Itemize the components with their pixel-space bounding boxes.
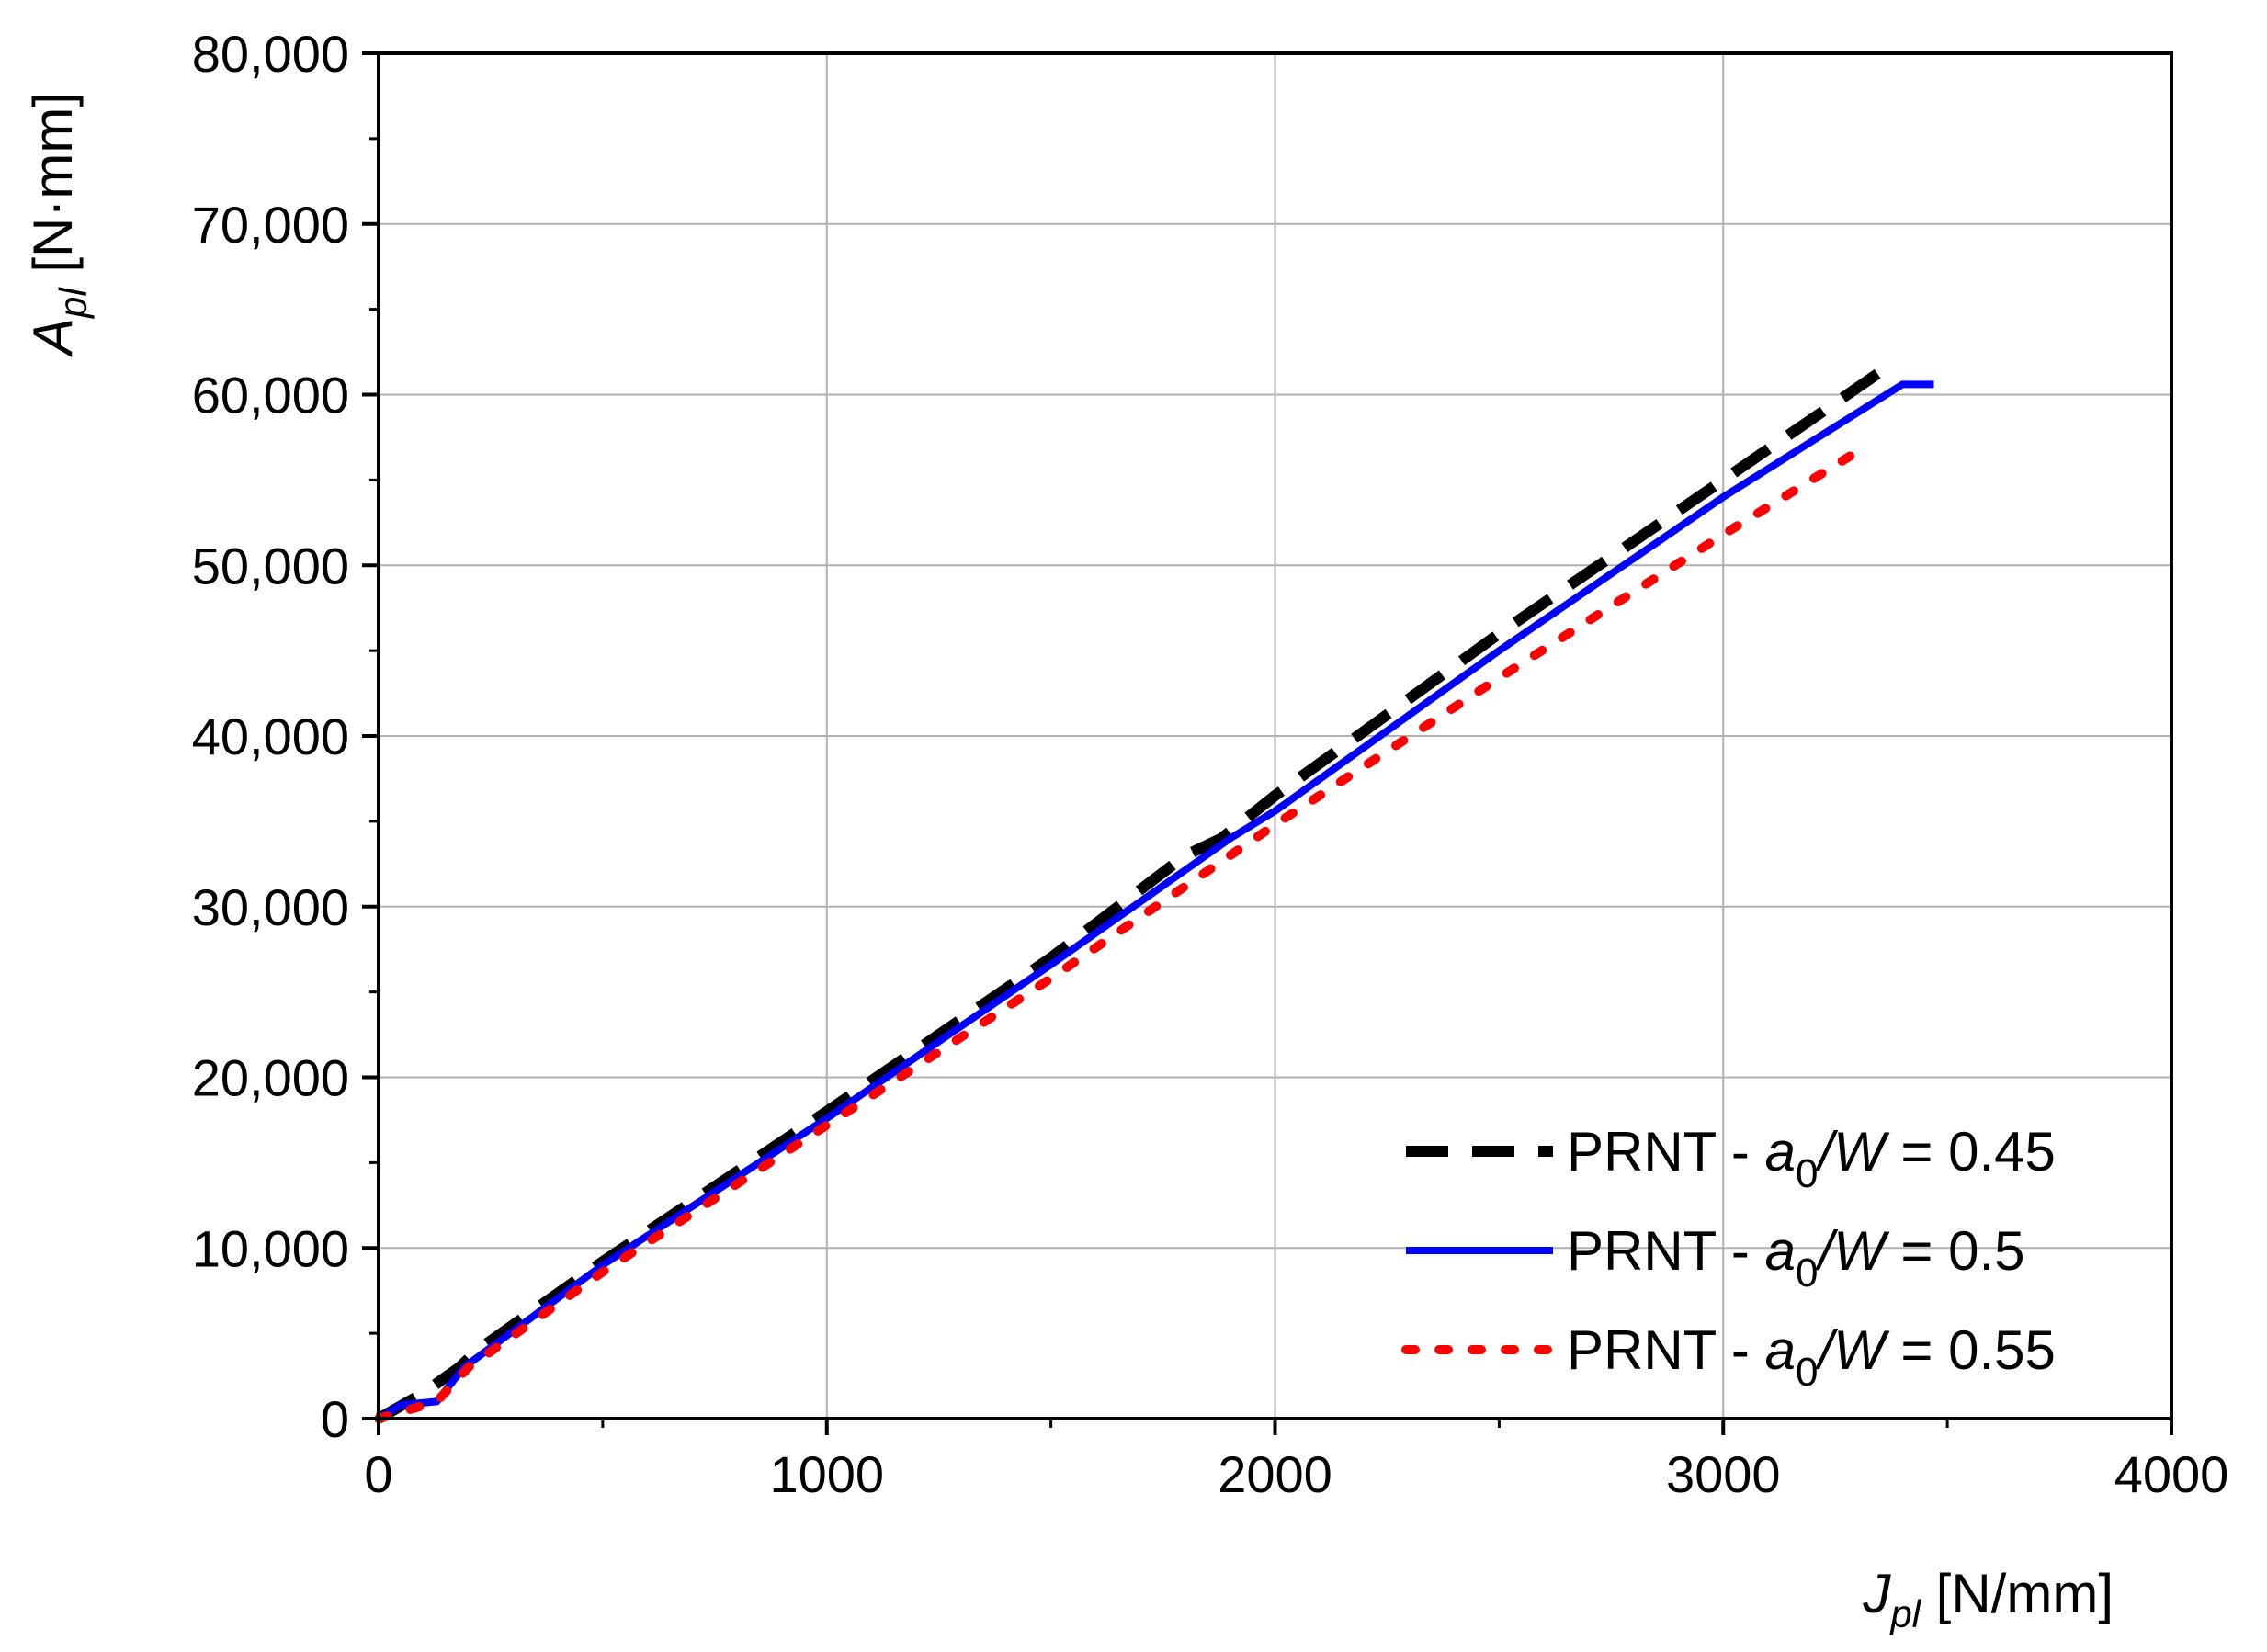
legend-label-2: PRNT - a0/W = 0.5 <box>1567 1220 2025 1296</box>
x-tick-label: 3000 <box>1666 1445 1781 1503</box>
y-tick-label: 40,000 <box>192 707 349 765</box>
series-layer <box>374 364 1934 1424</box>
y-axis-label-unit: [N·mm] <box>22 92 84 288</box>
y-axis-ticks: 0 10,000 20,000 30,000 40,000 50,000 60,000 70,… <box>192 25 379 1448</box>
x-tick-label: 1000 <box>769 1445 884 1503</box>
y-axis-label-main: A <box>22 318 84 357</box>
x-tick-label: 4000 <box>2114 1445 2229 1503</box>
y-axis-label-sub: pl <box>51 287 95 320</box>
y-tick-label: 0 <box>321 1390 349 1448</box>
y-tick-label: 50,000 <box>192 537 349 594</box>
x-axis-ticks: 0 1000 2000 3000 4000 <box>364 1419 2228 1503</box>
legend-label-1: PRNT - a0/W = 0.45 <box>1567 1121 2056 1196</box>
x-axis-label-sub: pl <box>1888 1592 1921 1635</box>
x-tick-label: 2000 <box>1218 1445 1332 1503</box>
x-axis-label: Jpl [N/mm] <box>1862 1563 2114 1635</box>
grid-lines <box>379 53 2171 1419</box>
y-axis-label: Apl [N·mm] <box>22 92 95 357</box>
y-tick-label: 70,000 <box>192 196 349 254</box>
x-axis-label-unit: [N/mm] <box>1921 1563 2114 1624</box>
y-tick-label: 10,000 <box>192 1219 349 1277</box>
y-tick-label: 20,000 <box>192 1049 349 1107</box>
y-tick-label: 30,000 <box>192 878 349 936</box>
y-tick-label: 80,000 <box>192 25 349 83</box>
series-line-2 <box>376 380 1934 1422</box>
x-axis-label-main: J <box>1862 1563 1891 1624</box>
y-tick-label: 60,000 <box>192 367 349 424</box>
legend: PRNT - a0/W = 0.45 PRNT - a0/W = 0.5 PRNT … <box>1401 1121 2056 1395</box>
series-line-3 <box>374 441 1872 1423</box>
x-tick-label: 0 <box>364 1445 392 1503</box>
legend-label-3: PRNT - a0/W = 0.55 <box>1567 1319 2056 1395</box>
